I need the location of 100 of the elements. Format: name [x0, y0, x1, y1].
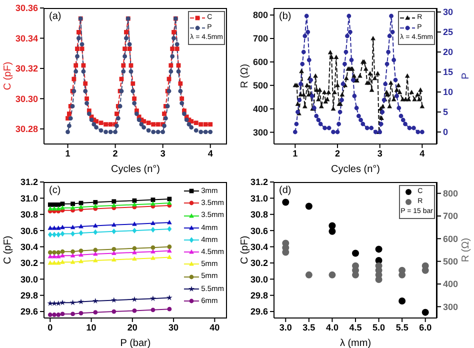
y-tick-label: 30.34	[15, 33, 38, 44]
x-tick-label: 4.5	[349, 322, 362, 332]
y-tick-label: 29.6	[250, 306, 268, 317]
x-tick-label: 1	[65, 148, 70, 158]
x-tick-label: 10	[86, 322, 96, 332]
point	[70, 260, 76, 264]
point	[56, 226, 61, 230]
point	[78, 248, 84, 254]
y-tick-label: 29.8	[250, 290, 268, 301]
y-tick-label: 30.2	[20, 258, 38, 268]
point	[375, 246, 382, 253]
point	[150, 308, 156, 312]
point	[48, 312, 52, 317]
point	[56, 202, 61, 207]
y-tick-label: 30.30	[15, 94, 38, 104]
point	[56, 312, 61, 317]
x-tick-label: 4.0	[326, 322, 338, 332]
point	[78, 310, 84, 316]
y2-tick-label: 20	[443, 47, 454, 58]
point	[78, 224, 84, 228]
y-tick-label: 30.6	[250, 226, 268, 236]
y-tick-label: 600	[252, 57, 268, 68]
point	[60, 230, 65, 237]
y-tick-label: 29.6	[20, 306, 38, 317]
point	[150, 226, 156, 233]
y2-axis-title: P	[460, 72, 472, 80]
y-axis-title: C (pF)	[2, 62, 14, 90]
point	[150, 198, 156, 202]
y-tick-label: 30.6	[20, 226, 38, 236]
x-axis-title: λ (mm)	[340, 338, 372, 348]
y-tick-label: 300	[252, 127, 268, 138]
point	[132, 308, 137, 313]
point	[92, 223, 98, 228]
x-tick-label: 1	[292, 148, 298, 158]
point	[56, 206, 61, 210]
x-tick-label: 3.0	[279, 322, 292, 332]
point	[48, 226, 53, 230]
point	[352, 250, 359, 257]
y2-tick-label: 700	[443, 211, 458, 222]
y2-tick-label: 500	[443, 256, 458, 267]
point	[328, 228, 336, 235]
x-tick-label: 5.0	[372, 322, 386, 332]
point	[60, 202, 65, 206]
point	[422, 308, 429, 316]
chart-title: (c)	[49, 185, 61, 196]
point	[60, 253, 65, 258]
point	[92, 298, 98, 304]
point	[60, 300, 66, 306]
point	[111, 257, 116, 262]
point	[70, 249, 75, 254]
y2-tick-label: 5	[443, 107, 448, 118]
point	[282, 248, 290, 256]
point	[70, 205, 76, 210]
point	[52, 260, 57, 265]
point	[78, 204, 84, 209]
point	[60, 312, 65, 316]
x-tick-label: 3	[160, 148, 166, 158]
point	[112, 309, 116, 314]
x-tick-label: 20	[127, 322, 138, 332]
y-tick-label: 30.4	[250, 242, 268, 252]
y2-tick-label: 15	[443, 67, 454, 78]
y-tick-label: 31.2	[250, 177, 268, 188]
point	[70, 202, 75, 206]
x-tick-label: 40	[210, 322, 220, 332]
point	[167, 248, 172, 253]
y-tick-label: 800	[252, 10, 268, 20]
point	[92, 204, 98, 208]
point	[112, 199, 116, 204]
y-tick-label: 30.0	[20, 274, 38, 284]
y-tick-label: 30.8	[20, 210, 38, 220]
y-axis-title: C (pF)	[240, 236, 250, 264]
point	[78, 230, 84, 236]
chart-title: (d)	[279, 185, 292, 196]
point	[150, 220, 156, 226]
y-tick-label: 30.36	[15, 3, 38, 14]
y2-tick-label: 600	[443, 234, 458, 244]
point	[52, 206, 57, 210]
y2-tick-label: 10	[443, 87, 454, 98]
y-tick-label: 30.28	[15, 124, 38, 134]
point	[167, 254, 172, 260]
y-tick-label: 30.4	[20, 242, 38, 252]
point	[132, 198, 137, 203]
point	[48, 232, 52, 238]
x-tick-label: 2	[112, 148, 118, 158]
y-tick-label: 500	[252, 80, 268, 91]
x-tick-label: 3.5	[302, 322, 316, 332]
point	[167, 200, 172, 205]
y-axis-title: C (pF)	[2, 236, 14, 264]
y2-tick-label: 400	[443, 279, 458, 290]
point	[111, 250, 116, 255]
y2-tick-label: 0	[443, 127, 448, 138]
point	[70, 312, 75, 316]
y-tick-label: 30.32	[15, 64, 38, 74]
point	[93, 248, 98, 252]
y-tick-label: 31.2	[20, 177, 38, 188]
point	[93, 229, 98, 236]
x-tick-label: 3	[377, 148, 382, 158]
point	[305, 202, 312, 210]
point	[132, 221, 137, 226]
point	[150, 245, 156, 250]
